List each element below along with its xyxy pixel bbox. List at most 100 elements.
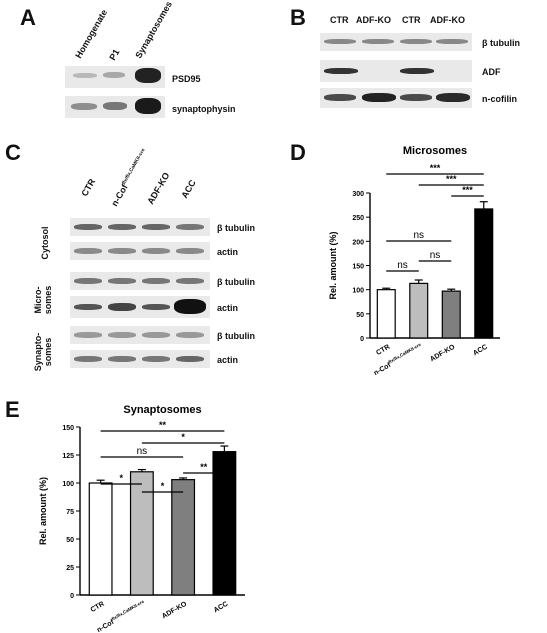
y-tick-label: 200 (352, 239, 364, 246)
band (142, 304, 170, 310)
band (176, 356, 204, 362)
blot-c-mic-actin (70, 296, 210, 318)
band (103, 72, 125, 78)
band (71, 103, 97, 110)
chart-title: Synaptosomes (123, 404, 201, 416)
band (324, 94, 356, 101)
band (142, 248, 170, 254)
chart-microsomes: Microsomes Rel. amount (%) 0 50 100 150 200 250… (328, 145, 500, 377)
x-tick-label: CTR (375, 344, 391, 357)
band (74, 248, 102, 254)
band (108, 356, 136, 362)
band (108, 278, 136, 284)
lane-label-ncof: n-Cofflx/flx,CaMKII-cre (109, 147, 147, 208)
bar (212, 451, 237, 596)
bar (441, 290, 461, 339)
row-label-c-1: β tubulin (217, 223, 255, 233)
significance-label: ** (200, 462, 208, 472)
band (362, 93, 396, 102)
blot-b-ncofilin (320, 88, 472, 108)
y-tick-label: 25 (66, 565, 74, 572)
lane-label-adfko: ADF-KO (145, 170, 172, 206)
x-tick-label: ADF-KO (429, 343, 457, 363)
significance-label: ns (413, 230, 424, 241)
lane-label-acc: ACC (179, 178, 198, 200)
band (400, 94, 432, 101)
band (324, 68, 358, 74)
x-tick-label: ADF-KO (161, 600, 189, 620)
panel-d-letter: D (290, 140, 306, 165)
row-label-btubulin: β tubulin (482, 38, 520, 48)
significance-label: *** (462, 185, 473, 195)
row-label-c-5: β tubulin (217, 331, 255, 341)
group-label-cytosol: Cytosol (40, 226, 50, 260)
lane-label-synaptosomes: Synaptosomes (133, 0, 175, 61)
y-tick-label: 125 (62, 453, 74, 460)
significance-label: * (119, 473, 123, 483)
row-label-c-6: actin (217, 355, 239, 365)
y-tick-label: 100 (352, 288, 364, 295)
band (362, 39, 394, 44)
y-tick-label: 100 (62, 481, 74, 488)
blot-c-cyt-tubulin (70, 218, 210, 236)
band (176, 224, 204, 230)
band (74, 356, 102, 362)
band (176, 278, 204, 284)
band (108, 224, 136, 230)
bar (376, 289, 396, 339)
lane-label-p1: P1 (107, 47, 122, 62)
blot-b-adf (320, 60, 472, 82)
significance-label: ns (430, 250, 441, 261)
blot-c-syn-actin (70, 350, 210, 368)
lane-label-ctr: CTR (79, 176, 98, 198)
band (142, 224, 170, 230)
bar (409, 282, 429, 339)
significance-label: * (161, 481, 165, 491)
y-tick-label: 50 (66, 537, 74, 544)
y-tick-label: 75 (66, 509, 74, 516)
panel-a-letter: A (20, 5, 36, 30)
row-label-psd95: PSD95 (172, 74, 201, 84)
x-tick-label: n-Cofflx/flx,CaMKII-cre (372, 342, 424, 377)
lane-label-ctr-1: CTR (330, 15, 349, 25)
band (174, 299, 206, 314)
lane-label-ctr-2: CTR (402, 15, 421, 25)
group-label-synaptosomes: Synapto-somes (33, 332, 53, 372)
band (74, 332, 102, 338)
panel-e-letter: E (5, 397, 20, 422)
panel-b-letter: B (290, 5, 306, 30)
x-tick-label: CTR (90, 601, 106, 614)
band (142, 278, 170, 284)
lane-label-adfko-1: ADF-KO (356, 15, 391, 25)
blot-a-synaptophysin (65, 96, 165, 118)
y-axis-label: Rel. amount (%) (38, 477, 48, 545)
lane-label-ncof-superscript: flx/flx,CaMKII-cre (121, 147, 147, 186)
bar (88, 482, 113, 596)
band (142, 332, 170, 338)
bar (129, 471, 154, 596)
row-label-c-3: β tubulin (217, 277, 255, 287)
band (400, 68, 434, 74)
band (74, 304, 102, 310)
bar (474, 208, 494, 339)
band (74, 278, 102, 284)
y-tick-label: 0 (360, 336, 364, 343)
band (400, 39, 432, 44)
band (73, 73, 97, 78)
row-label-c-2: actin (217, 247, 239, 257)
y-tick-label: 250 (352, 215, 364, 222)
chart-title: Microsomes (403, 145, 467, 157)
band (108, 303, 136, 311)
y-tick-label: 0 (70, 593, 74, 600)
band (142, 356, 170, 362)
bar (171, 479, 196, 596)
significance-label: *** (446, 174, 457, 184)
row-label-c-4: actin (217, 303, 239, 313)
y-axis-label: Rel. amount (%) (328, 231, 338, 299)
band (324, 39, 356, 44)
lane-label-adfko-2: ADF-KO (430, 15, 465, 25)
significance-label: ns (137, 446, 148, 457)
y-tick-label: 150 (352, 264, 364, 271)
y-tick-label: 150 (62, 425, 74, 432)
significance-label: * (181, 432, 185, 442)
